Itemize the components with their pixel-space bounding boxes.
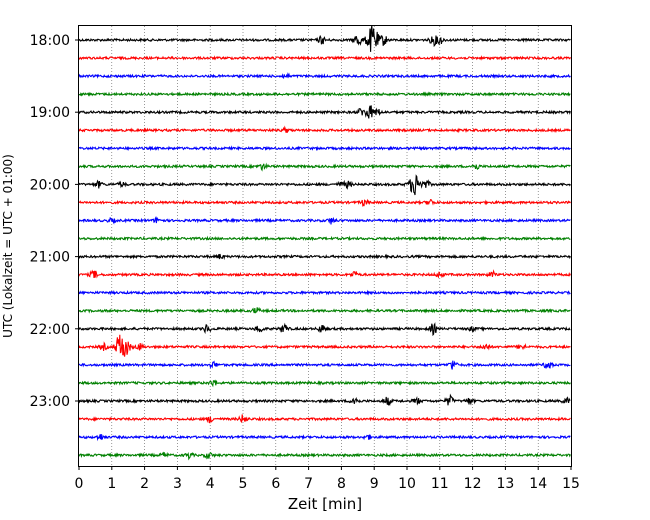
x-tick-label: 15 [562, 476, 580, 492]
trace-2230 [78, 360, 571, 370]
x-tick-label: 0 [75, 476, 84, 492]
x-tick-label: 14 [529, 476, 547, 492]
y-ticks: 18:00 19:00 20:00 21:00 22:00 23:00 [30, 33, 79, 410]
plot-frame [78, 25, 572, 467]
trace-1945 [78, 162, 571, 172]
x-tick-label: 4 [206, 476, 215, 492]
trace-2330 [78, 433, 571, 442]
trace-2200 [78, 322, 571, 337]
y-tick-label: 23:00 [30, 394, 70, 410]
trace-2115 [78, 269, 571, 279]
trace-2315 [78, 414, 571, 424]
trace-2145 [78, 306, 571, 314]
x-tick-label: 13 [496, 476, 514, 492]
y-tick-label: 18:00 [30, 33, 70, 49]
y-tick-label: 22:00 [30, 322, 70, 338]
x-tick-label: 2 [140, 476, 149, 492]
trace-1900 [78, 105, 571, 119]
x-tick-label: 3 [173, 476, 182, 492]
x-tick-label: 1 [107, 476, 116, 492]
x-ticks: 0 1 2 3 4 5 6 7 8 9 10 11 12 13 14 15 [75, 466, 580, 492]
trace-1830 [78, 72, 571, 80]
y-axis-label: UTC (Lokalzeit = UTC + 01:00) [1, 154, 15, 338]
trace-1915 [78, 125, 571, 134]
trace-1930 [78, 145, 571, 152]
x-axis-label: Zeit [min] [288, 495, 362, 513]
x-tick-label: 12 [464, 476, 482, 492]
grid-lines [111, 26, 539, 466]
trace-2045 [78, 235, 571, 242]
x-tick-label: 5 [239, 476, 248, 492]
trace-2215 [78, 334, 571, 357]
trace-2000 [78, 174, 571, 196]
trace-2345 [78, 451, 571, 461]
y-tick-label: 21:00 [30, 250, 70, 266]
y-tick-label: 19:00 [30, 105, 70, 121]
y-tick-label: 20:00 [30, 177, 70, 193]
x-tick-label: 9 [370, 476, 379, 492]
traces [78, 25, 571, 461]
trace-2030 [78, 215, 571, 225]
x-tick-label: 10 [398, 476, 416, 492]
trace-2130 [78, 289, 571, 296]
trace-1815 [78, 55, 571, 61]
trace-2300 [78, 393, 571, 407]
x-tick-label: 7 [304, 476, 313, 492]
x-tick-label: 8 [337, 476, 346, 492]
x-tick-label: 6 [271, 476, 280, 492]
trace-2245 [78, 379, 571, 388]
trace-2015 [78, 198, 571, 207]
x-tick-label: 11 [431, 476, 449, 492]
trace-1845 [78, 91, 571, 97]
trace-2100 [78, 253, 571, 261]
trace-1800 [78, 25, 571, 52]
